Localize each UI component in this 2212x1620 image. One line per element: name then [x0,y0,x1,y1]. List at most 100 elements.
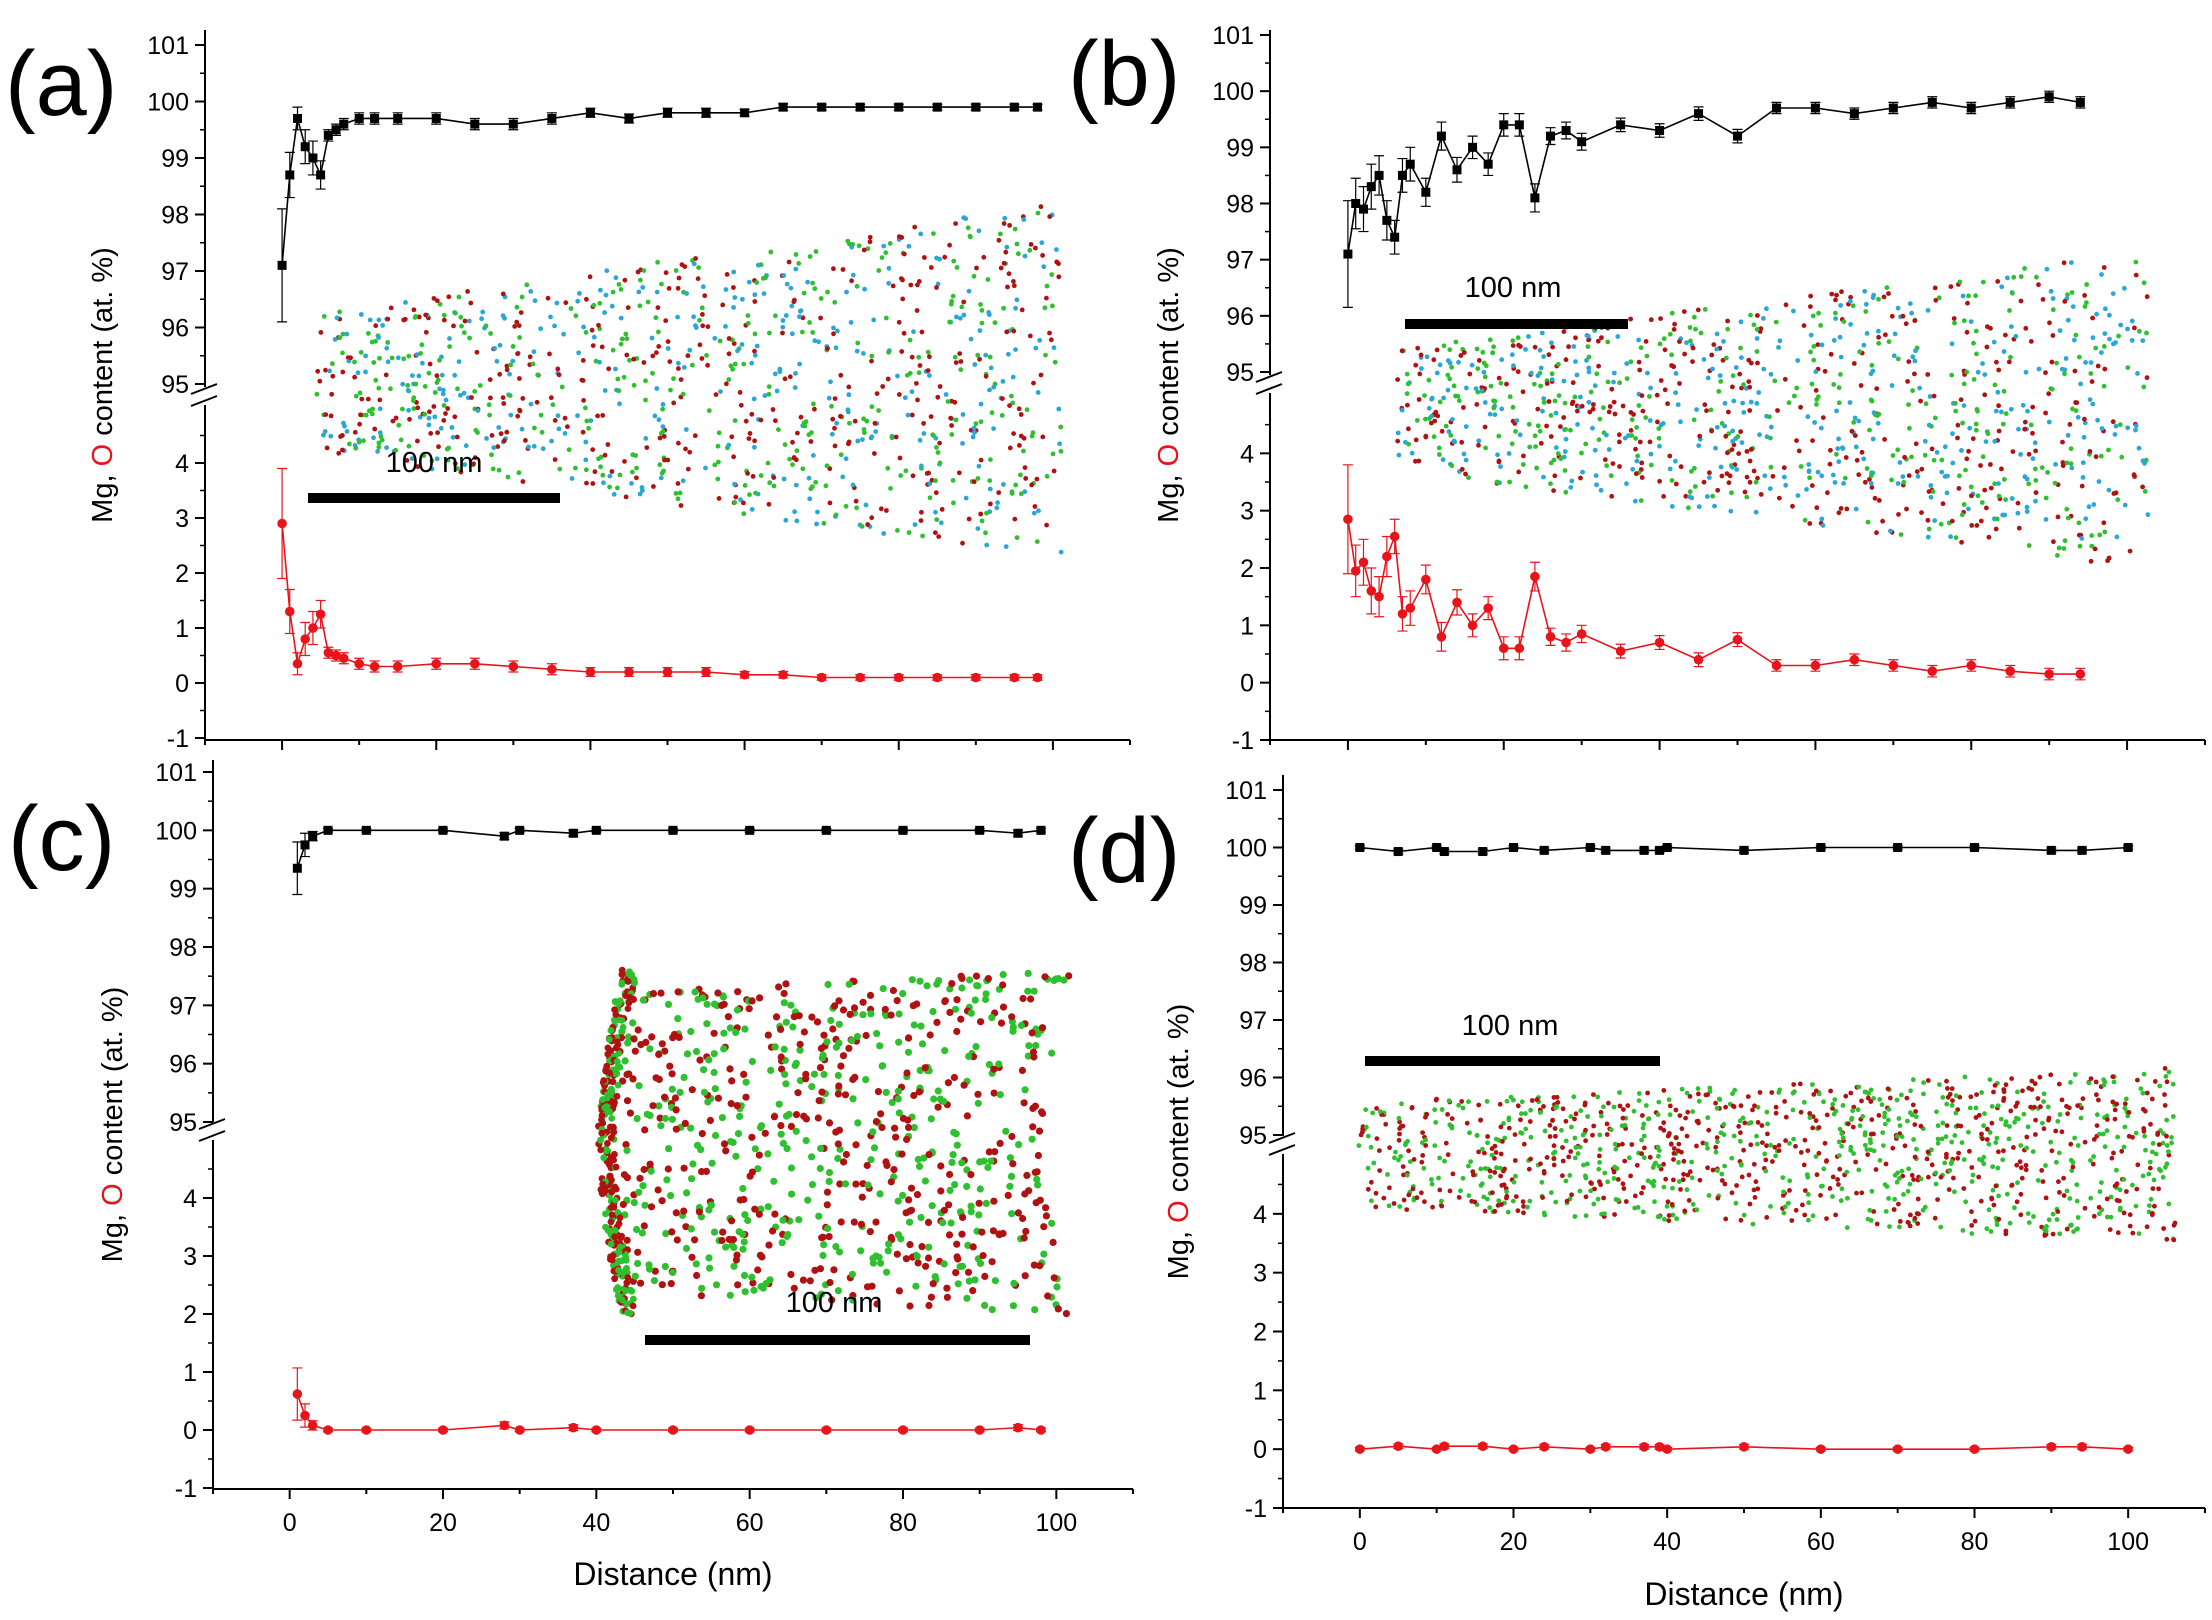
atom-map-inset-d [1356,1066,2178,1243]
atom-point [717,338,723,344]
atom-point [1874,386,1880,391]
atom-point [706,1264,714,1272]
atom-point [731,305,736,310]
atom-point [530,361,536,367]
atom-point [1612,411,1618,417]
atom-point [998,265,1004,271]
atom-point [1798,464,1804,469]
atom-point [1013,305,1018,311]
atom-point [2015,1180,2020,1186]
atom-point [996,490,1002,495]
atom-point [609,1123,617,1131]
atom-point [1833,1212,1838,1218]
atom-point [1406,441,1411,447]
atom-point [657,435,663,441]
atom-point [1818,323,1823,328]
atom-point [949,423,954,428]
atom-point [607,1218,615,1226]
atom-point [2166,1152,2172,1158]
atom-point [2160,1140,2166,1146]
atom-point [1658,378,1664,383]
mg-data-point [438,825,448,835]
atom-point [1940,1095,1946,1100]
atom-point [443,397,449,403]
atom-point [978,511,984,517]
atom-point [602,452,608,458]
atom-point [434,380,440,385]
atom-point [617,401,622,407]
atom-point [1007,403,1012,408]
atom-point [1447,360,1453,366]
atom-point [1030,1261,1038,1269]
atom-point [500,291,506,297]
atom-point [535,372,541,378]
atom-point [1820,523,1826,528]
atom-point [1994,1135,2000,1141]
atom-point [2043,370,2048,376]
atom-point [1636,403,1642,408]
atom-point [788,1190,796,1198]
atom-point [355,370,361,376]
atom-point [434,456,440,462]
atom-point [910,473,916,479]
atom-point [1869,1188,1875,1194]
atom-point [1744,494,1750,500]
atom-point [610,289,616,295]
atom-point [1039,240,1045,246]
mg-data-point [591,825,601,835]
atom-point [1588,1188,1594,1194]
atom-point [669,1268,677,1277]
atom-point [2081,434,2087,440]
atom-point [1676,1141,1682,1147]
atom-point [1596,363,1601,369]
atom-point [1574,408,1580,414]
y-tick-label: 101 [147,32,189,60]
atom-point [1617,1103,1623,1109]
atom-point [796,1046,804,1054]
atom-point [906,530,912,535]
atom-point [1704,494,1710,499]
atom-point [2138,1086,2144,1092]
atom-point [776,427,781,432]
atom-point [1396,1137,1402,1143]
atom-point [971,1276,979,1284]
atom-point [568,306,574,311]
atom-point [811,453,816,458]
atom-point [2140,1173,2146,1179]
atom-point [2155,1130,2161,1136]
atom-point [1868,1087,1874,1093]
atom-point [2130,1230,2136,1236]
atom-point [1365,1133,1371,1139]
atom-point [1715,1195,1721,1201]
atom-point [1685,1172,1691,1178]
atom-point [1537,347,1543,353]
atom-point [1548,434,1554,439]
atom-point [2046,419,2052,425]
atom-point [767,480,773,486]
atom-point [745,313,751,318]
atom-point [1731,398,1737,404]
atom-point [860,437,865,442]
atom-point [710,1029,718,1037]
atom-point [831,325,836,331]
atom-point [1528,1134,1534,1140]
atom-point [1754,327,1760,332]
atom-point [953,1240,961,1248]
atom-point [413,381,419,387]
atom-point [1381,1195,1387,1201]
atom-point [812,1294,820,1302]
atom-point [1755,1141,1760,1147]
atom-point [619,1077,627,1085]
atom-point [2136,445,2142,451]
atom-point [1010,374,1016,380]
atom-point [1487,1174,1493,1180]
atom-point [1899,1168,1905,1174]
y-tick-label: 2 [1240,555,1254,583]
atom-point [597,1146,605,1154]
atom-point [634,1248,642,1256]
atom-point [1007,445,1013,451]
atom-point [390,418,396,424]
atom-point [1748,447,1754,452]
atom-point [881,531,887,536]
atom-point [2053,461,2058,467]
